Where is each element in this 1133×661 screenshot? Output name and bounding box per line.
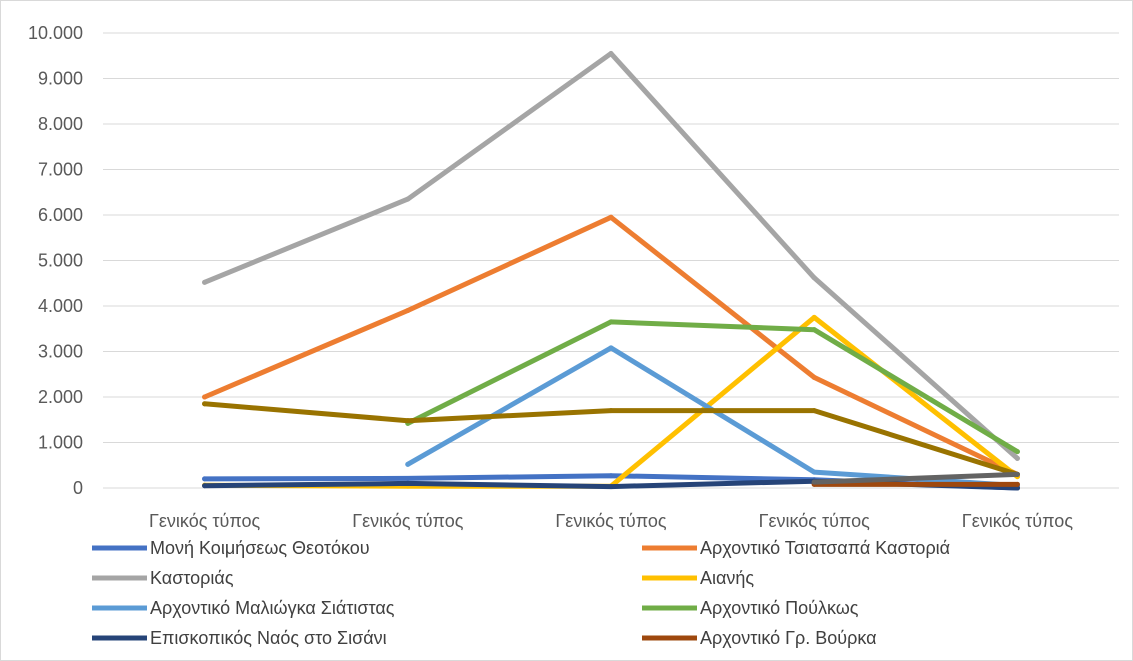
data-point xyxy=(608,50,614,56)
series-2 xyxy=(202,50,1020,461)
y-tick-label: 2.000 xyxy=(38,387,83,407)
legend-label: Αιανής xyxy=(700,568,754,588)
legend-item-3: Αιανής xyxy=(642,568,754,588)
data-point xyxy=(202,279,208,285)
data-point xyxy=(811,479,817,485)
series-line-9 xyxy=(811,471,1020,485)
y-tick-label: 3.000 xyxy=(38,342,83,362)
legend-item-4: Αρχοντικό Μαλιώγκα Σιάτιστας xyxy=(92,598,395,618)
y-tick-label: 10.000 xyxy=(28,23,83,43)
x-tick-label: Γενικός τύπος xyxy=(555,511,667,531)
legend-label: Επισκοπικός Ναός στο Σισάνι xyxy=(150,628,387,648)
y-tick-label: 6.000 xyxy=(38,205,83,225)
legend-label: Καστοριάς xyxy=(150,568,234,588)
data-point xyxy=(811,327,817,333)
data-point xyxy=(811,314,817,320)
series-line-5 xyxy=(405,319,1020,455)
data-point xyxy=(405,475,411,481)
x-tick-label: Γενικός τύπος xyxy=(962,511,1074,531)
x-tick-label: Γενικός τύπος xyxy=(149,511,261,531)
legend-label: Αρχοντικό Γρ. Βούρκα xyxy=(700,628,877,648)
y-tick-label: 1.000 xyxy=(38,433,83,453)
y-tick-label: 0 xyxy=(73,478,83,498)
legend-label: Αρχοντικό Πούλκως xyxy=(700,598,859,618)
series-5 xyxy=(405,319,1020,455)
legend-item-0: Μονή Κοιμήσεως Θεοτόκου xyxy=(92,538,370,558)
legend-item-7: Αρχοντικό Γρ. Βούρκα xyxy=(642,628,877,648)
y-tick-label: 9.000 xyxy=(38,69,83,89)
data-point xyxy=(405,418,411,424)
legend: Μονή Κοιμήσεως Θεοτόκου Αρχοντικό Τσιατσα… xyxy=(92,538,950,648)
legend-item-2: Καστοριάς xyxy=(92,568,234,588)
data-point xyxy=(811,408,817,414)
data-point xyxy=(202,401,208,407)
data-point xyxy=(1014,481,1020,487)
data-point xyxy=(1014,471,1020,477)
legend-label: Αρχοντικό Μαλιώγκα Σιάτιστας xyxy=(150,598,395,618)
data-point xyxy=(811,469,817,475)
series-9 xyxy=(811,471,1020,485)
data-point xyxy=(608,319,614,325)
data-point xyxy=(202,476,208,482)
x-tick-label: Γενικός τύπος xyxy=(352,511,464,531)
plot-series xyxy=(202,50,1020,491)
data-point xyxy=(608,408,614,414)
data-point xyxy=(608,473,614,479)
x-axis-tick-labels: Γενικός τύπος Γενικός τύπος Γενικός τύπος Γ… xyxy=(149,511,1073,531)
gridlines xyxy=(103,32,1119,489)
data-point xyxy=(1014,455,1020,461)
y-axis-tick-labels: 0 1.000 2.000 3.000 4.000 5.000 6.000 7.000 8.00… xyxy=(28,23,83,498)
data-point xyxy=(608,214,614,220)
x-tick-label: Γενικός τύπος xyxy=(759,511,871,531)
data-point xyxy=(405,308,411,314)
data-point xyxy=(1014,449,1020,455)
data-point xyxy=(405,480,411,486)
legend-item-6: Επισκοπικός Ναός στο Σισάνι xyxy=(92,628,387,648)
y-tick-label: 8.000 xyxy=(38,114,83,134)
data-point xyxy=(405,461,411,467)
data-point xyxy=(202,394,208,400)
data-point xyxy=(608,345,614,351)
legend-label: Αρχοντικό Τσιατσαπά Καστοριά xyxy=(700,538,950,558)
data-point xyxy=(811,275,817,281)
y-tick-label: 4.000 xyxy=(38,296,83,316)
legend-label: Μονή Κοιμήσεως Θεοτόκου xyxy=(150,538,370,558)
y-tick-label: 7.000 xyxy=(38,160,83,180)
y-tick-label: 5.000 xyxy=(38,251,83,271)
data-point xyxy=(202,483,208,489)
data-point xyxy=(811,374,817,380)
data-point xyxy=(608,484,614,490)
data-point xyxy=(405,196,411,202)
legend-item-1: Αρχοντικό Τσιατσαπά Καστοριά xyxy=(642,538,950,558)
legend-item-5: Αρχοντικό Πούλκως xyxy=(642,598,859,618)
